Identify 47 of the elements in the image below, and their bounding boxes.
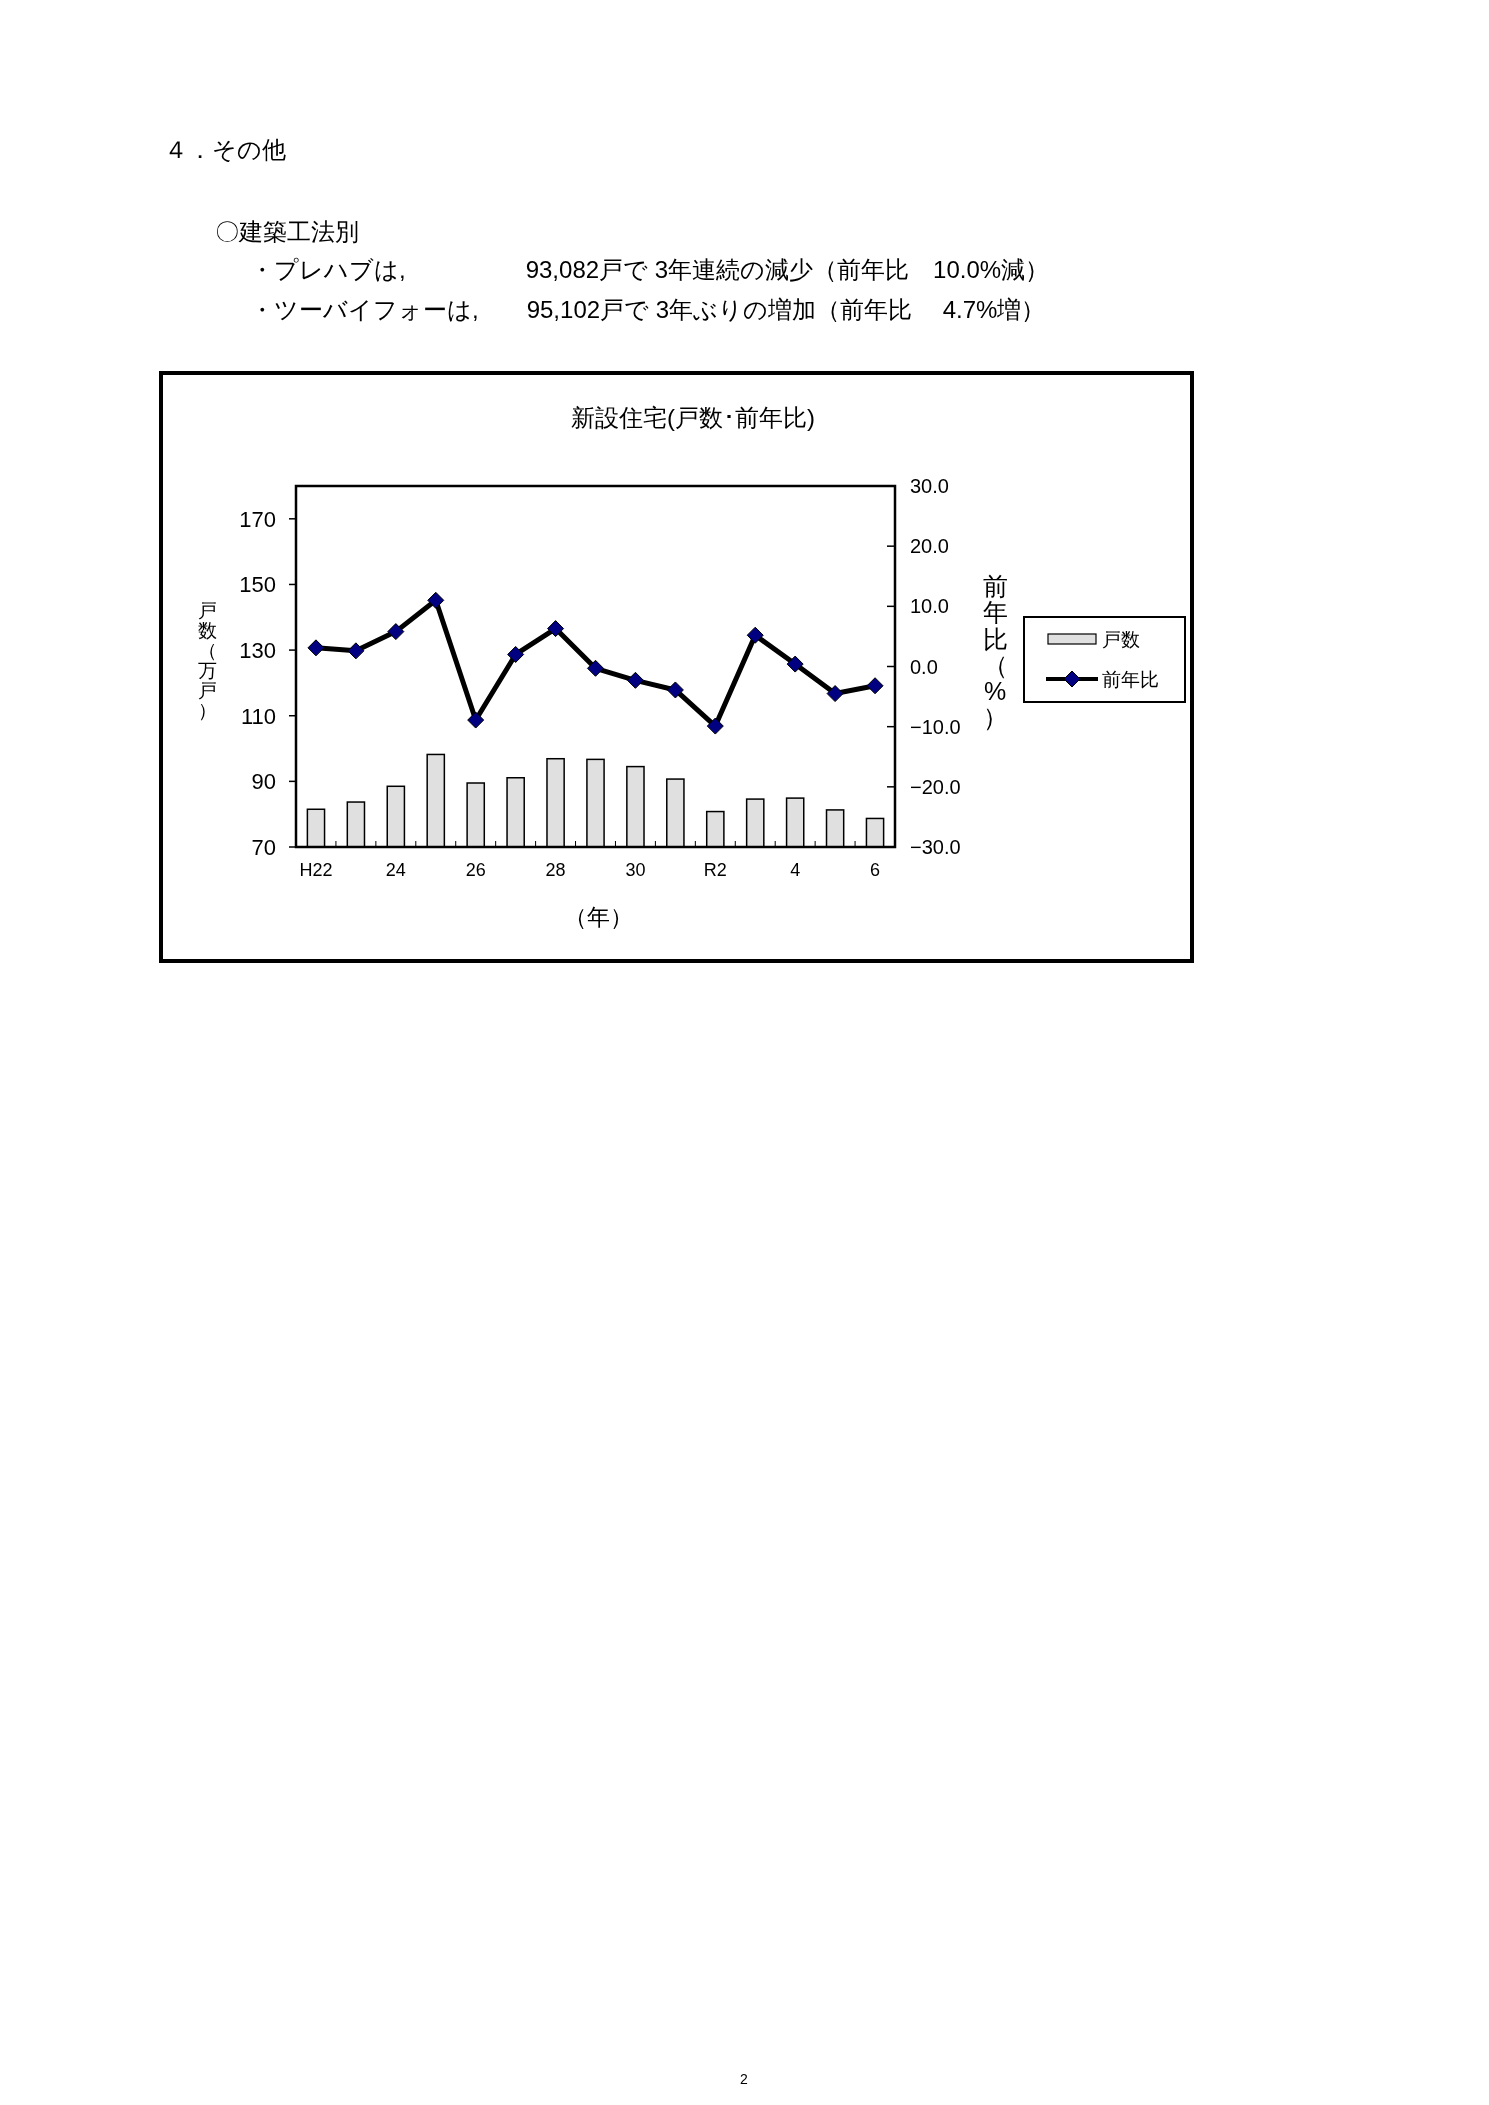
y2-axis-title: 前年比（%） xyxy=(982,572,1008,732)
y2-tick-label: 0.0 xyxy=(910,655,938,678)
y-tick-label: 90 xyxy=(251,769,276,795)
x-tick-label: 6 xyxy=(870,860,881,880)
annotation: ・プレハブは, 93,082戸で 3年連続の減少（前年比 10.0%減） xyxy=(250,256,1050,283)
point xyxy=(626,671,644,689)
x-tick-label: 4 xyxy=(790,860,801,880)
legend-label: 前年比 xyxy=(1102,669,1159,690)
y2-tick-label: −30.0 xyxy=(910,836,961,858)
point xyxy=(866,677,884,695)
point xyxy=(786,655,804,673)
point xyxy=(666,681,684,699)
point xyxy=(826,685,844,703)
y2-tick-label: 10.0 xyxy=(910,595,949,618)
annotation: 2 xyxy=(740,2071,748,2087)
point xyxy=(427,591,445,609)
x-tick-label: R2 xyxy=(703,860,727,880)
point xyxy=(387,623,405,641)
point xyxy=(307,639,325,657)
x-tick-label: 26 xyxy=(465,860,486,880)
chart-title: 新設住宅(戸数･前年比) xyxy=(571,404,815,431)
y-tick-label: 170 xyxy=(239,506,276,532)
annotation: ４．その他 xyxy=(164,136,286,163)
x-axis-title: （年） xyxy=(563,904,633,930)
y-tick-label: 70 xyxy=(251,835,276,860)
point xyxy=(547,620,565,638)
x-tick-label: 30 xyxy=(625,860,646,880)
y-tick-label: 130 xyxy=(239,638,276,664)
y2-tick-label: −20.0 xyxy=(910,775,961,798)
y2-tick-label: 20.0 xyxy=(910,535,949,558)
annotation: 〇建築工法別 xyxy=(215,218,359,245)
x-tick-label: H22 xyxy=(299,860,333,880)
x-tick-label: 24 xyxy=(385,860,406,880)
point xyxy=(347,642,365,660)
y2-tick-label: 30.0 xyxy=(910,475,949,497)
point xyxy=(467,711,485,729)
point xyxy=(706,717,724,735)
y2-tick-label: −10.0 xyxy=(910,715,961,738)
legend-label: 戸数 xyxy=(1102,629,1140,650)
point xyxy=(746,626,764,644)
y-tick-label: 110 xyxy=(240,703,276,729)
annotation: ・ツーバイフォーは, 95,102戸で 3年ぶりの増加（前年比 4.7%増） xyxy=(250,296,1046,323)
y-axis-title: 戸数（万戸） xyxy=(197,599,217,721)
x-tick-label: 28 xyxy=(545,860,566,880)
point xyxy=(507,645,525,663)
y-tick-label: 150 xyxy=(239,572,276,598)
point xyxy=(587,659,604,677)
